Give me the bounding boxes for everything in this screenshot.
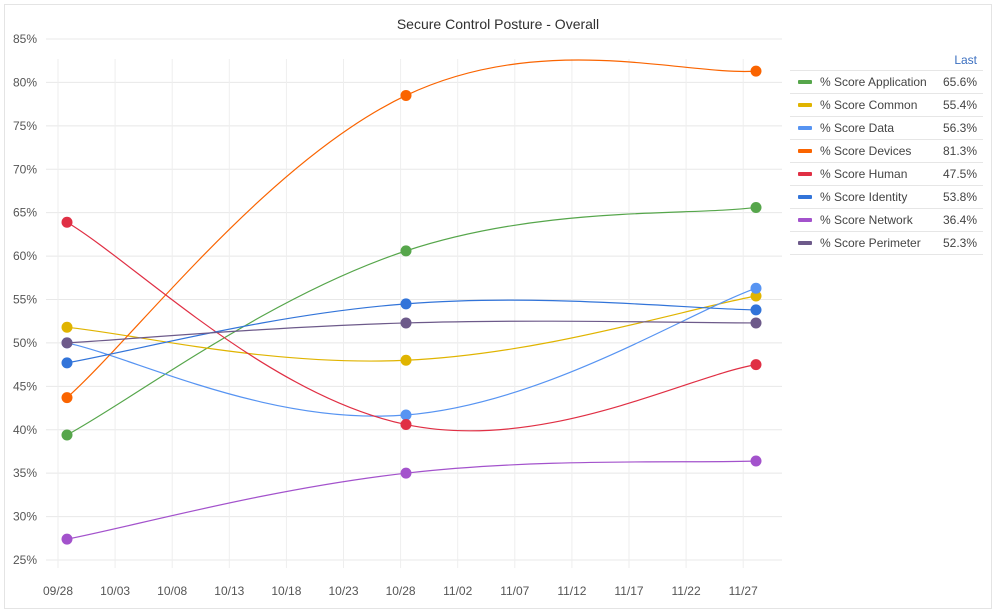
- y-tick-label: 55%: [13, 293, 37, 307]
- legend-swatch: [798, 126, 812, 130]
- legend-item[interactable]: % Score Identity 53.8%: [790, 186, 983, 209]
- series-line[interactable]: [66, 299, 757, 364]
- y-tick-label: 40%: [13, 423, 37, 437]
- legend-series-name: % Score Data: [820, 121, 895, 135]
- y-tick-label: 30%: [13, 510, 37, 524]
- y-tick-label: 45%: [13, 379, 37, 393]
- data-point[interactable]: [61, 321, 73, 333]
- legend-swatch: [798, 80, 812, 84]
- legend-series-name: % Score Human: [820, 167, 908, 181]
- legend-item[interactable]: % Score Perimeter 52.3%: [790, 232, 983, 255]
- legend-item[interactable]: % Score Application 65.6%: [790, 71, 983, 94]
- data-point[interactable]: [750, 317, 762, 329]
- data-point[interactable]: [750, 201, 762, 213]
- legend-item[interactable]: % Score Devices 81.3%: [790, 140, 983, 163]
- data-point[interactable]: [400, 354, 412, 366]
- x-tick-label: 11/27: [729, 584, 758, 598]
- x-tick-label: 11/12: [557, 584, 586, 598]
- data-point[interactable]: [61, 429, 73, 441]
- legend-last-value: 52.3%: [942, 236, 977, 250]
- legend-last-value: 55.4%: [942, 98, 977, 112]
- series-line[interactable]: [66, 295, 757, 362]
- data-point[interactable]: [61, 357, 73, 369]
- data-point[interactable]: [750, 282, 762, 294]
- data-point[interactable]: [61, 392, 73, 404]
- x-tick-label: 09/28: [43, 584, 73, 598]
- data-point[interactable]: [61, 533, 73, 545]
- legend-last-value: 53.8%: [942, 190, 977, 204]
- legend-series-name: % Score Perimeter: [820, 236, 921, 250]
- x-tick-label: 10/28: [386, 584, 416, 598]
- y-tick-label: 65%: [13, 206, 37, 220]
- legend-item[interactable]: % Score Data 56.3%: [790, 117, 983, 140]
- legend-last-value: 36.4%: [942, 213, 977, 227]
- data-point[interactable]: [750, 65, 762, 77]
- x-axis: 09/28 10/03 10/08 10/13 10/18 10/23 10/28 11/02…: [43, 584, 758, 598]
- legend-series-name: % Score Common: [820, 98, 918, 112]
- data-point[interactable]: [750, 304, 762, 316]
- y-tick-label: 35%: [13, 466, 37, 480]
- panel-title: Secure Control Posture - Overall: [396, 16, 600, 32]
- legend-series-name: % Score Identity: [820, 190, 908, 204]
- data-point[interactable]: [400, 409, 412, 421]
- data-point[interactable]: [400, 467, 412, 479]
- series-line[interactable]: [66, 206, 757, 436]
- series-line[interactable]: [66, 221, 757, 432]
- y-tick-label: 50%: [13, 336, 37, 350]
- x-tick-label: 11/02: [443, 584, 472, 598]
- legend-swatch: [798, 103, 812, 107]
- chart-panel: Secure Control Posture - Overall: [4, 4, 992, 609]
- x-tick-label: 10/18: [271, 584, 301, 598]
- data-point[interactable]: [61, 216, 73, 228]
- legend-series-name: % Score Network: [820, 213, 913, 227]
- x-tick-label: 11/07: [500, 584, 529, 598]
- series-points: [61, 65, 762, 545]
- y-axis: 25% 30% 35% 40% 45% 50% 55% 60% 65% 70% 75% 80% 85%: [13, 32, 37, 567]
- y-tick-label: 70%: [13, 162, 37, 176]
- legend-header-last[interactable]: Last: [790, 50, 983, 71]
- data-point[interactable]: [400, 298, 412, 310]
- legend-item[interactable]: % Score Common 55.4%: [790, 94, 983, 117]
- x-tick-label: 10/23: [328, 584, 358, 598]
- legend-item[interactable]: % Score Network 36.4%: [790, 209, 983, 232]
- legend: Last % Score Application 65.6% % Score Com…: [790, 50, 983, 255]
- legend-series-name: % Score Devices: [820, 144, 912, 158]
- legend-item[interactable]: % Score Human 47.5%: [790, 163, 983, 186]
- legend-swatch: [798, 172, 812, 176]
- series-line[interactable]: [66, 59, 757, 399]
- y-tick-label: 80%: [13, 75, 37, 89]
- x-tick-label: 11/17: [614, 584, 643, 598]
- x-tick-label: 11/22: [672, 584, 701, 598]
- legend-series-name: % Score Application: [820, 75, 927, 89]
- data-point[interactable]: [400, 89, 412, 101]
- data-point[interactable]: [61, 337, 73, 349]
- y-tick-label: 75%: [13, 119, 37, 133]
- x-tick-label: 10/03: [100, 584, 130, 598]
- x-tick-label: 10/13: [214, 584, 244, 598]
- data-point[interactable]: [750, 455, 762, 467]
- data-point[interactable]: [400, 419, 412, 431]
- legend-last-value: 81.3%: [942, 144, 977, 158]
- series-line[interactable]: [66, 320, 757, 344]
- x-tick-label: 10/08: [157, 584, 187, 598]
- legend-swatch: [798, 195, 812, 199]
- y-tick-label: 25%: [13, 553, 37, 567]
- series-line[interactable]: [66, 287, 757, 417]
- y-tick-label: 60%: [13, 249, 37, 263]
- data-point[interactable]: [400, 317, 412, 329]
- data-point[interactable]: [750, 290, 762, 302]
- legend-last-value: 65.6%: [942, 75, 977, 89]
- legend-last-value: 47.5%: [942, 167, 977, 181]
- legend-last-value: 56.3%: [942, 121, 977, 135]
- data-point[interactable]: [750, 359, 762, 371]
- data-point[interactable]: [400, 245, 412, 257]
- legend-swatch: [798, 218, 812, 222]
- y-tick-label: 85%: [13, 32, 37, 46]
- legend-swatch: [798, 241, 812, 245]
- legend-swatch: [798, 149, 812, 153]
